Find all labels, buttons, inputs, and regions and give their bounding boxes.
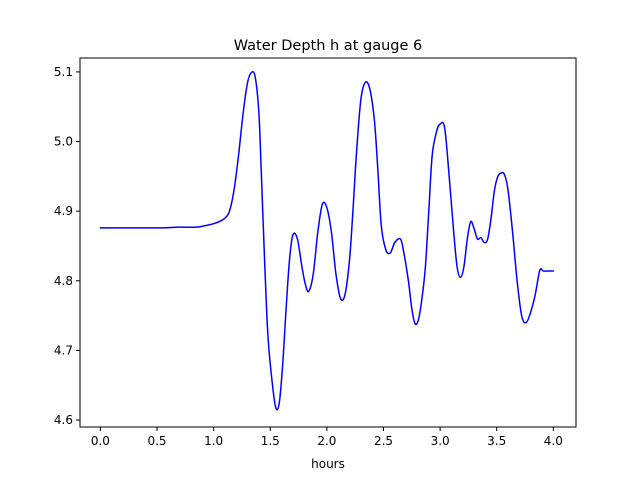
x-tick-label: 1.0 [204,434,223,448]
plot-area [99,71,555,411]
y-tick-label: 5.0 [54,135,73,149]
x-tick-label: 2.0 [317,434,336,448]
x-tick-label: 4.0 [544,434,563,448]
x-tick-label: 0.0 [91,434,110,448]
y-tick-label: 4.6 [54,413,73,427]
x-tick-label: 0.5 [147,434,166,448]
y-tick-label: 4.9 [54,204,73,218]
x-tick-label: 3.5 [487,434,506,448]
chart-title: Water Depth h at gauge 6 [234,38,422,54]
y-tick-label: 4.7 [54,343,73,357]
x-tick-label: 2.5 [374,434,393,448]
series-line [99,71,555,411]
y-axis: 4.6 4.7 4.8 4.9 5.0 5.1 [54,65,80,427]
x-tick-label: 3.0 [431,434,450,448]
x-axis-label: hours [311,457,345,471]
y-tick-label: 5.1 [54,65,73,79]
x-tick-label: 1.5 [261,434,280,448]
axes-frame [79,57,577,428]
y-tick-label: 4.8 [54,274,73,288]
x-axis: 0.0 0.5 1.0 1.5 2.0 2.5 3.0 3.5 4.0 [91,427,563,448]
